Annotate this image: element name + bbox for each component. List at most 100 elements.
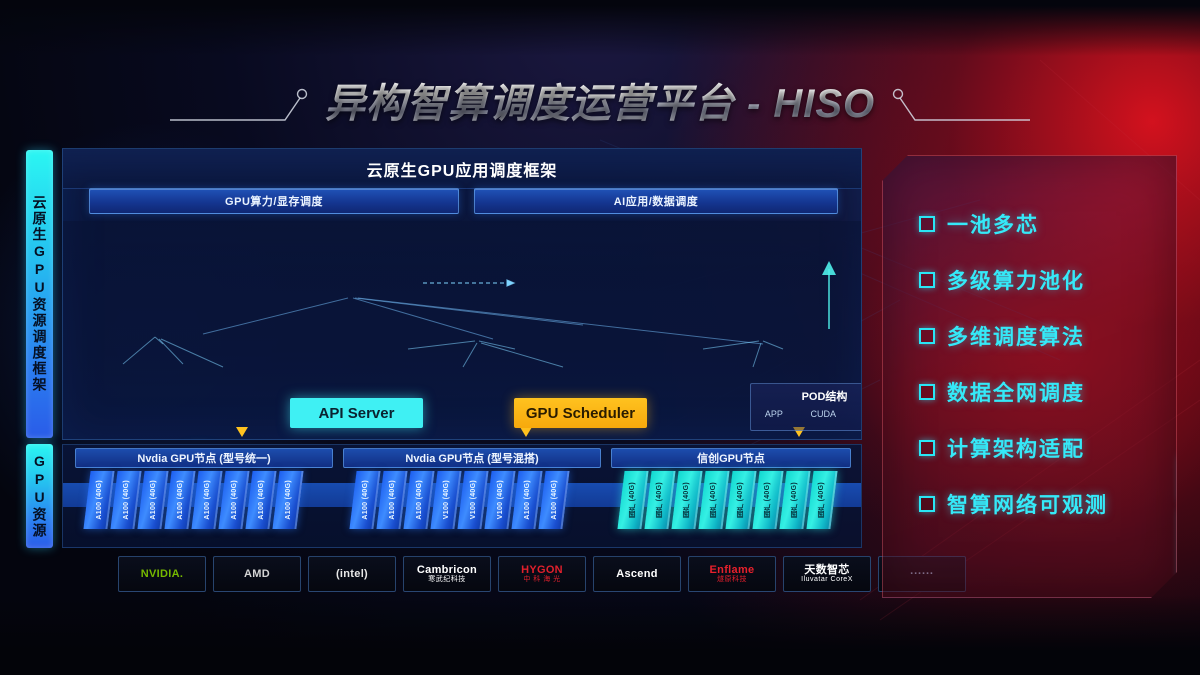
vendor-logo-cell[interactable]: Enflame 燧原科技 bbox=[688, 556, 776, 592]
gpu-group-title-2[interactable]: 信创GPU节点 bbox=[611, 448, 851, 468]
gpu-card[interactable]: A100 (40G) bbox=[218, 471, 250, 529]
gpu-card-label: A100 (40G) bbox=[523, 480, 531, 520]
rail-label-framework: 云原生GPU资源调度框架 bbox=[26, 150, 53, 438]
gpu-card[interactable]: 国产 (40G) bbox=[752, 471, 784, 529]
checkbox-icon[interactable] bbox=[919, 496, 935, 512]
gpu-card-label: A100 (40G) bbox=[284, 480, 292, 520]
gpu-card-label: 国产 (40G) bbox=[710, 481, 717, 519]
feature-highlight-panel: 一池多芯多级算力池化多维调度算法 数据全网调度计算架构适配智算网络可观测 bbox=[882, 155, 1177, 598]
gpu-group-title-1[interactable]: Nvdia GPU节点 (型号混搭) bbox=[343, 448, 601, 468]
gpu-card-label: 国产 (40G) bbox=[629, 481, 636, 519]
vendor-logo-name: Enflame bbox=[709, 564, 755, 577]
pod-layer-cuda: CUDA bbox=[810, 409, 837, 419]
gpu-card[interactable]: V100 (40G) bbox=[484, 471, 516, 529]
gpu-card[interactable]: 国产 (40G) bbox=[806, 471, 838, 529]
feature-label: 一池多芯 bbox=[947, 214, 1039, 237]
checkbox-icon[interactable] bbox=[919, 384, 935, 400]
feature-item-0[interactable]: 一池多芯 bbox=[919, 196, 1164, 252]
gpu-card[interactable]: A100 (40G) bbox=[83, 471, 115, 529]
vendor-logo-subtitle: 中 科 海 光 bbox=[523, 576, 561, 584]
feature-label: 计算架构适配 bbox=[947, 438, 1085, 461]
background-bottom-fade bbox=[0, 595, 1200, 675]
checkbox-icon[interactable] bbox=[919, 272, 935, 288]
vendor-logo-cell[interactable]: (intel) bbox=[308, 556, 396, 592]
api-server-node[interactable]: API Server bbox=[290, 398, 423, 428]
vendor-logo-cell[interactable]: Cambricon 寒武纪科技 bbox=[403, 556, 491, 592]
page-title: 异构智算调度运营平台 - HISO bbox=[325, 71, 875, 129]
vendor-logo-name: 天数智芯 bbox=[804, 564, 850, 577]
feature-item-4[interactable]: 计算架构适配 bbox=[919, 420, 1164, 476]
pod-structure-box: POD结构 APP CUDA UMD bbox=[750, 383, 861, 431]
rail-gpu-resource-text: GPU资源 bbox=[31, 453, 48, 539]
gpu-card-label: A100 (40G) bbox=[415, 480, 423, 520]
feature-label: 多级算力池化 bbox=[947, 270, 1085, 293]
vendor-logo-subtitle: Iluvatar CoreX bbox=[801, 576, 853, 584]
vendor-logo-cell[interactable]: NVIDIA. bbox=[118, 556, 206, 592]
gpu-card[interactable]: A100 (40G) bbox=[110, 471, 142, 529]
gpu-card[interactable]: 国产 (40G) bbox=[671, 471, 703, 529]
checkbox-icon[interactable] bbox=[919, 440, 935, 456]
gpu-card-label: 国产 (40G) bbox=[737, 481, 744, 519]
vendor-logo-subtitle: 燧原科技 bbox=[717, 576, 747, 584]
gpu-card-label: A100 (40G) bbox=[257, 480, 265, 520]
feature-item-2[interactable]: 多维调度算法 bbox=[919, 308, 1164, 364]
vendor-logo-name: AMD bbox=[244, 567, 270, 580]
gpu-card-label: A100 (40G) bbox=[95, 480, 103, 520]
gpu-card[interactable]: 国产 (40G) bbox=[698, 471, 730, 529]
vendor-logo-cell[interactable]: HYGON 中 科 海 光 bbox=[498, 556, 586, 592]
gpu-card[interactable]: V100 (40G) bbox=[457, 471, 489, 529]
gpu-card-label: V100 (40G) bbox=[496, 480, 504, 520]
gpu-card[interactable]: 国产 (40G) bbox=[779, 471, 811, 529]
gpu-card-label: A100 (40G) bbox=[122, 480, 130, 520]
gpu-card[interactable]: A100 (40G) bbox=[349, 471, 381, 529]
gpu-card-row-0: A100 (40G) A100 (40G) A100 (40G) A100 (40G)… bbox=[83, 471, 304, 531]
gpu-card-row-1: A100 (40G) A100 (40G) A100 (40G) V100 (40G)… bbox=[349, 471, 570, 531]
gpu-card-label: A100 (40G) bbox=[149, 480, 157, 520]
feature-item-1[interactable]: 多级算力池化 bbox=[919, 252, 1164, 308]
vendor-logo-cell[interactable]: 天数智芯 Iluvatar CoreX bbox=[783, 556, 871, 592]
checkbox-icon[interactable] bbox=[919, 328, 935, 344]
gpu-card-label: A100 (40G) bbox=[361, 480, 369, 520]
checkbox-icon[interactable] bbox=[919, 216, 935, 232]
gpu-card[interactable]: A100 (40G) bbox=[191, 471, 223, 529]
gpu-card-label: A100 (40G) bbox=[230, 480, 238, 520]
gpu-card[interactable]: A100 (40G) bbox=[511, 471, 543, 529]
gpu-group-title-0[interactable]: Nvdia GPU节点 (型号统一) bbox=[75, 448, 333, 468]
vendor-logo-cell[interactable]: ······ bbox=[878, 556, 966, 592]
gpu-card[interactable]: A100 (40G) bbox=[164, 471, 196, 529]
topbar-gpu-compute[interactable]: GPU算力/显存调度 bbox=[89, 188, 459, 214]
gpu-card[interactable]: A100 (40G) bbox=[137, 471, 169, 529]
gpu-card[interactable]: 国产 (40G) bbox=[617, 471, 649, 529]
rail-label-gpu-resource: GPU资源 bbox=[26, 444, 53, 548]
gpu-card-row-2: 国产 (40G) 国产 (40G) 国产 (40G) 国产 (40G) 国产 (40G)… bbox=[617, 471, 838, 531]
gpu-card[interactable]: V100 (40G) bbox=[430, 471, 462, 529]
gpu-card[interactable]: 国产 (40G) bbox=[644, 471, 676, 529]
gpu-card[interactable]: A100 (40G) bbox=[376, 471, 408, 529]
gpu-card-label: A100 (40G) bbox=[388, 480, 396, 520]
gpu-card-label: 国产 (40G) bbox=[818, 481, 825, 519]
vendor-logo-cell[interactable]: Ascend bbox=[593, 556, 681, 592]
gpu-card-label: A100 (40G) bbox=[176, 480, 184, 520]
gpu-resources-panel: Nvdia GPU节点 (型号统一) Nvdia GPU节点 (型号混搭) 信创… bbox=[62, 444, 862, 548]
gpu-card[interactable]: A100 (40G) bbox=[245, 471, 277, 529]
gpu-card[interactable]: 国产 (40G) bbox=[725, 471, 757, 529]
gpu-scheduler-node[interactable]: GPU Scheduler bbox=[514, 398, 647, 428]
vendor-logo-name: NVIDIA. bbox=[140, 567, 184, 580]
gpu-card[interactable]: A100 (40G) bbox=[272, 471, 304, 529]
gpu-card[interactable]: A100 (40G) bbox=[403, 471, 435, 529]
vendor-logo-name: (intel) bbox=[335, 567, 369, 580]
framework-panel: 云原生GPU应用调度框架 GPU算力/显存调度 AI应用/数据调度 bbox=[62, 148, 862, 440]
vendor-logo-subtitle: 寒武纪科技 bbox=[428, 576, 466, 584]
topbar-ai-data[interactable]: AI应用/数据调度 bbox=[474, 188, 838, 214]
vendor-logo-cell[interactable]: AMD bbox=[213, 556, 301, 592]
gpu-card-label: V100 (40G) bbox=[469, 480, 477, 520]
gpu-card-label: 国产 (40G) bbox=[791, 481, 798, 519]
vendor-logo-row: NVIDIA. AMD (intel) Cambricon 寒武纪科技 HYGON 中 科 … bbox=[118, 556, 966, 592]
gpu-card-label: 国产 (40G) bbox=[764, 481, 771, 519]
pod-layer-app: APP bbox=[764, 409, 783, 419]
gpu-card[interactable]: A100 (40G) bbox=[538, 471, 570, 529]
rail-framework-text: 云原生GPU资源调度框架 bbox=[31, 195, 48, 393]
feature-item-3[interactable]: 数据全网调度 bbox=[919, 364, 1164, 420]
feature-item-5[interactable]: 智算网络可观测 bbox=[919, 476, 1164, 532]
